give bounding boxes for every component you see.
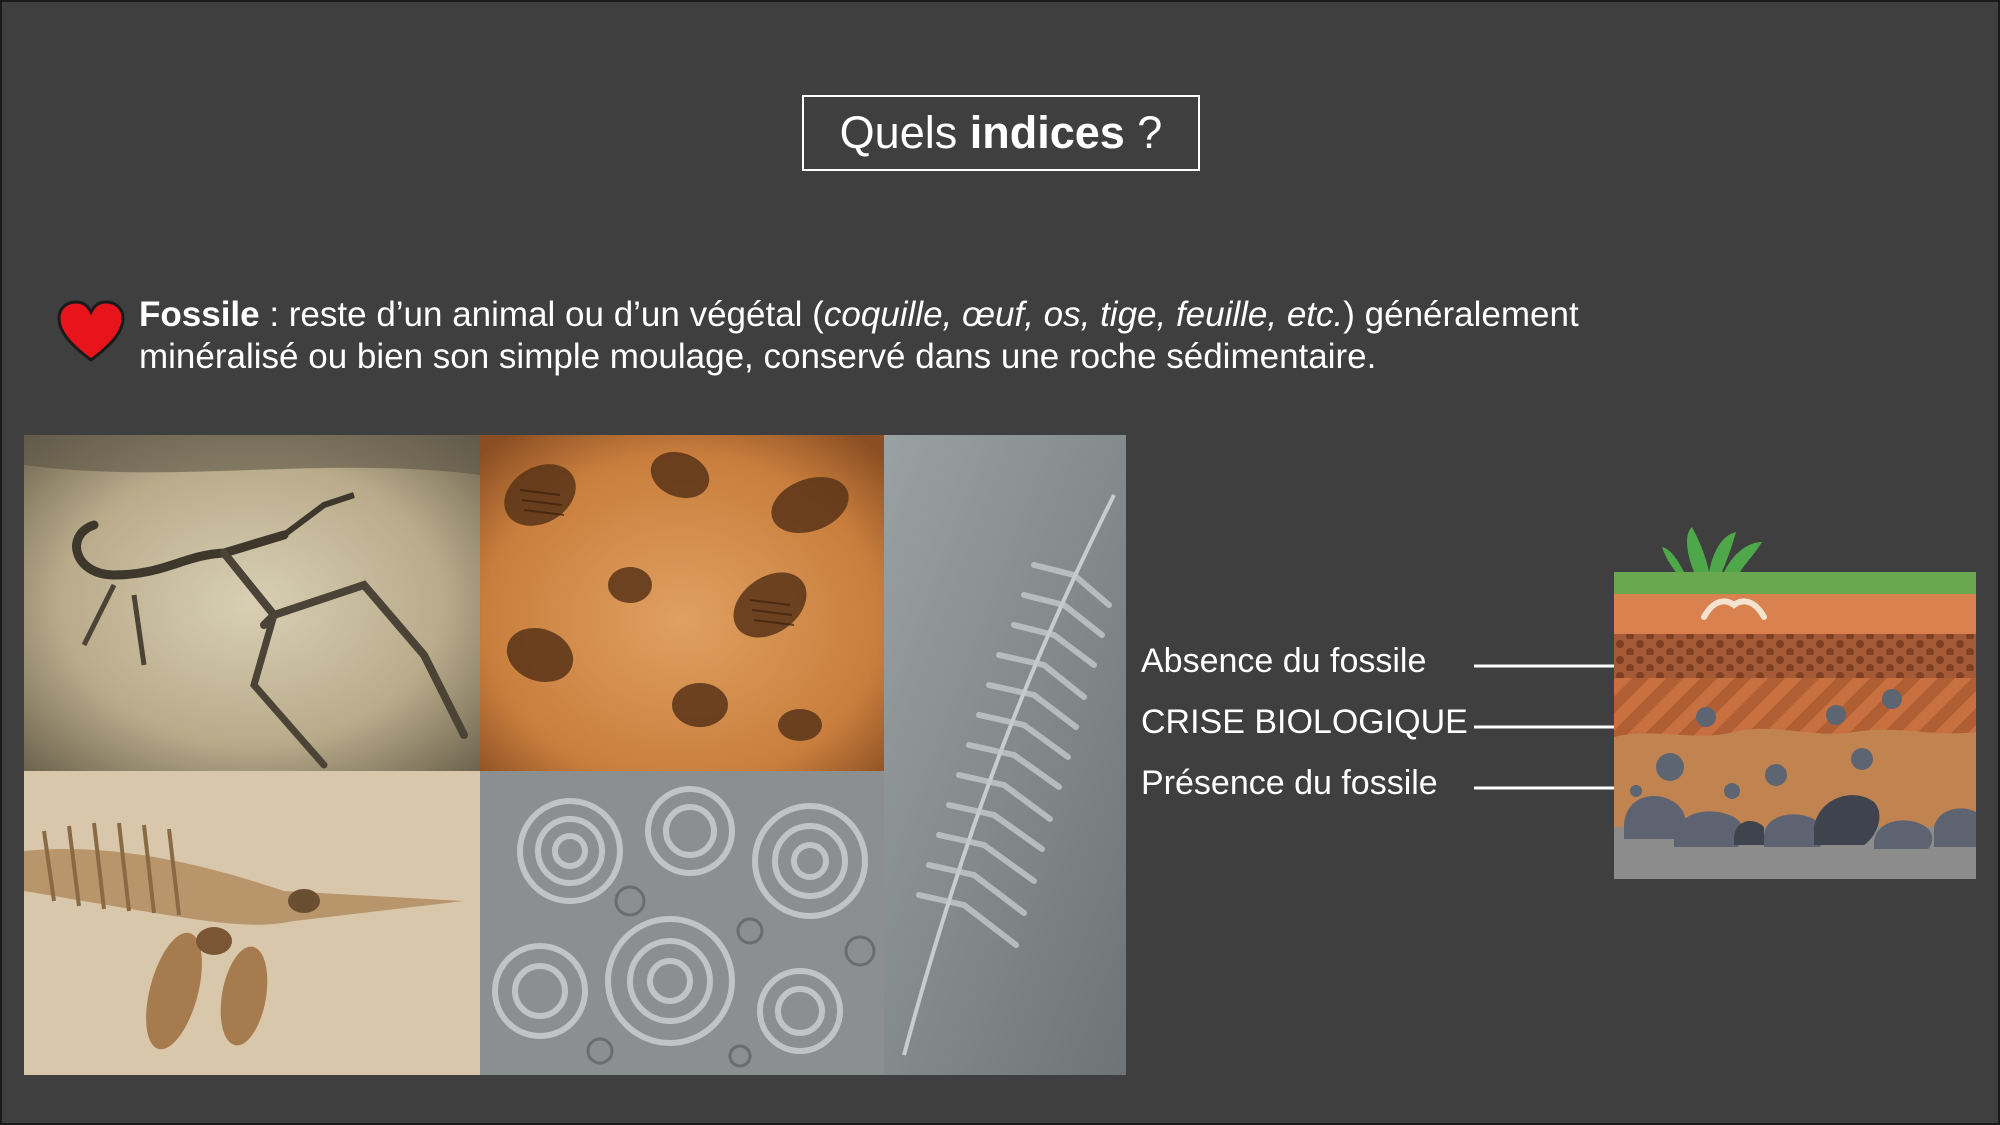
label-crise-biologique: CRISE BIOLOGIQUE xyxy=(1141,703,1468,741)
title-suffix: ? xyxy=(1124,107,1163,158)
title-bold: indices xyxy=(969,107,1125,158)
definition-text-after: ) généralement minéralisé ou bien son si… xyxy=(139,295,1579,376)
photo-trilobite-fossils xyxy=(480,435,884,771)
photo-fern-fossil xyxy=(884,435,1126,1075)
slide-title: Quels indices ? xyxy=(802,95,1200,171)
definition-term: Fossile xyxy=(139,295,260,334)
definition-text-before: : reste d’un animal ou d’un végétal ( xyxy=(259,295,824,334)
label-absence-fossile: Absence du fossile xyxy=(1141,642,1427,680)
definition-examples: coquille, œuf, os, tige, feuille, etc. xyxy=(823,295,1344,334)
photo-ichthyosaur-fossil xyxy=(24,771,480,1075)
title-prefix: Quels xyxy=(839,107,970,158)
label-presence-fossile: Présence du fossile xyxy=(1141,764,1438,802)
photo-pterosaur-fossil xyxy=(24,435,480,771)
photo-ammonite-fossils xyxy=(480,771,884,1075)
fossil-definition: Fossile : reste d’un animal ou d’un végé… xyxy=(139,294,1699,378)
soil-layers-illustration xyxy=(1614,527,1976,879)
heart-icon xyxy=(57,300,125,362)
